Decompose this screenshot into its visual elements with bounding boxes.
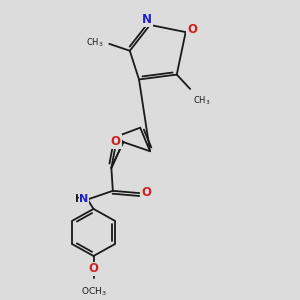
Text: N: N <box>142 13 152 26</box>
Text: CH$_3$: CH$_3$ <box>86 37 103 49</box>
Text: O: O <box>141 186 151 199</box>
Text: O: O <box>111 135 121 148</box>
Text: O: O <box>187 23 197 36</box>
Text: CH$_3$: CH$_3$ <box>193 95 211 107</box>
Text: O: O <box>88 262 98 275</box>
Text: OCH$_3$: OCH$_3$ <box>81 286 106 298</box>
Text: N: N <box>80 194 88 204</box>
Text: H: H <box>75 194 84 204</box>
